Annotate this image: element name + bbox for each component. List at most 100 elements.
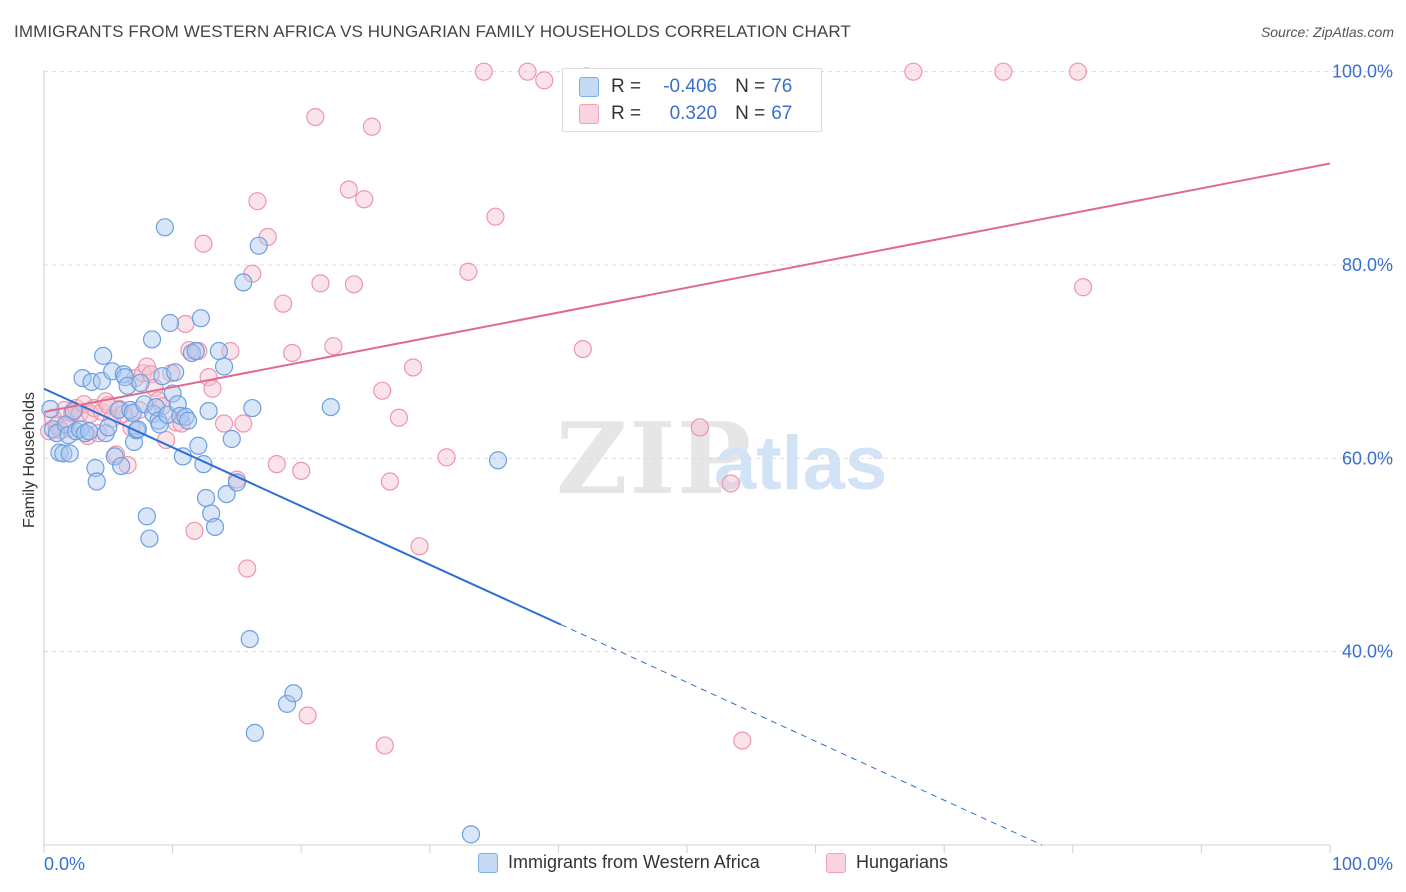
data-point-hungarians bbox=[88, 424, 108, 443]
x-tick-label: 100.0% bbox=[1332, 854, 1393, 874]
data-point-western-africa bbox=[277, 694, 297, 713]
series-swatch-pink bbox=[826, 852, 846, 873]
data-point-hungarians bbox=[176, 314, 195, 334]
data-point-hungarians bbox=[474, 62, 493, 81]
legend-r-label: R = bbox=[611, 76, 642, 97]
data-point-hungarians bbox=[311, 274, 330, 293]
data-point-western-africa bbox=[461, 825, 481, 844]
data-point-western-africa bbox=[105, 447, 124, 466]
data-point-hungarians bbox=[733, 731, 752, 750]
stats-legend: R = -0.406 N = 76 R = 0.320 N = 67 bbox=[562, 68, 822, 132]
data-point-western-africa bbox=[155, 218, 174, 237]
data-point-western-africa bbox=[60, 444, 79, 463]
data-point-hungarians bbox=[194, 234, 213, 253]
data-point-hungarians bbox=[690, 418, 709, 437]
series-legend-item-pink[interactable]: Hungarians bbox=[826, 852, 948, 873]
data-point-hungarians bbox=[518, 62, 537, 81]
data-point-hungarians bbox=[355, 190, 374, 209]
data-point-western-africa bbox=[205, 517, 225, 537]
trend-line-hungarians bbox=[43, 162, 1331, 413]
series-swatch-blue bbox=[478, 852, 498, 873]
data-point-western-africa bbox=[189, 436, 208, 455]
data-point-western-africa bbox=[199, 401, 218, 421]
data-point-western-africa bbox=[54, 444, 73, 463]
legend-row-blue: R = -0.406 N = 76 bbox=[579, 74, 792, 100]
y-tick-label: 80.0% bbox=[1342, 255, 1393, 275]
data-point-western-africa bbox=[86, 458, 105, 478]
data-point-hungarians bbox=[437, 448, 456, 467]
trend-line-western-africa-extension bbox=[560, 624, 1043, 846]
data-point-western-africa bbox=[87, 472, 106, 491]
data-point-western-africa bbox=[163, 384, 182, 403]
data-point-western-africa bbox=[178, 411, 198, 430]
data-point-western-africa bbox=[131, 373, 150, 393]
watermark-zip: ZIP bbox=[556, 402, 754, 517]
data-point-hungarians bbox=[185, 521, 204, 540]
data-point-hungarians bbox=[292, 461, 311, 480]
data-point-western-africa bbox=[249, 236, 268, 255]
trend-line-western-africa bbox=[43, 387, 562, 626]
data-point-hungarians bbox=[283, 343, 302, 363]
series-legend-item-blue[interactable]: Immigrants from Western Africa bbox=[478, 852, 760, 873]
data-point-hungarians bbox=[238, 559, 257, 578]
data-point-western-africa bbox=[94, 346, 113, 365]
data-point-hungarians bbox=[373, 381, 392, 400]
data-point-western-africa bbox=[112, 456, 131, 476]
data-point-hungarians bbox=[459, 262, 478, 281]
data-point-hungarians bbox=[994, 62, 1013, 81]
data-point-western-africa bbox=[234, 273, 253, 292]
data-point-hungarians bbox=[403, 358, 423, 377]
data-point-hungarians bbox=[362, 117, 382, 136]
data-point-western-africa bbox=[217, 485, 236, 504]
data-point-hungarians bbox=[486, 207, 505, 226]
data-point-hungarians bbox=[721, 474, 740, 493]
legend-r-value: -0.406 bbox=[663, 76, 718, 97]
data-point-hungarians bbox=[410, 537, 429, 556]
legend-swatch-blue bbox=[579, 77, 599, 97]
data-point-western-africa bbox=[186, 341, 205, 361]
data-point-hungarians bbox=[1073, 278, 1093, 297]
data-point-hungarians bbox=[380, 472, 400, 491]
legend-swatch-pink bbox=[579, 104, 599, 124]
data-point-hungarians bbox=[267, 455, 286, 474]
series-legend-label: Hungarians bbox=[856, 852, 949, 872]
data-point-western-africa bbox=[214, 357, 234, 376]
data-point-hungarians bbox=[1068, 62, 1088, 81]
data-point-hungarians bbox=[157, 430, 176, 450]
data-point-western-africa bbox=[243, 398, 262, 418]
data-point-western-africa bbox=[321, 398, 340, 417]
data-point-western-africa bbox=[209, 341, 228, 361]
watermark-atlas: atlas bbox=[714, 421, 888, 506]
data-point-hungarians bbox=[339, 180, 358, 199]
legend-r-label: R = bbox=[611, 103, 642, 124]
data-point-western-africa bbox=[196, 488, 216, 508]
data-point-hungarians bbox=[324, 337, 343, 356]
data-point-hungarians bbox=[298, 706, 317, 725]
data-point-hungarians bbox=[535, 71, 554, 90]
data-point-western-africa bbox=[137, 507, 156, 526]
data-point-western-africa bbox=[142, 330, 162, 349]
legend-n-value: 67 bbox=[771, 103, 793, 124]
data-point-western-africa bbox=[140, 529, 159, 548]
data-point-hungarians bbox=[274, 294, 293, 313]
data-point-western-africa bbox=[79, 422, 99, 441]
x-tick-label: 0.0% bbox=[44, 854, 85, 874]
data-point-western-africa bbox=[240, 629, 259, 649]
y-axis-label: Family Households bbox=[21, 391, 38, 529]
data-point-western-africa bbox=[73, 369, 92, 388]
series-legend: Immigrants from Western Africa Hungarian… bbox=[0, 852, 1406, 878]
y-tick-label: 60.0% bbox=[1342, 448, 1393, 468]
data-point-hungarians bbox=[904, 62, 923, 81]
data-point-hungarians bbox=[234, 414, 253, 433]
data-point-hungarians bbox=[214, 414, 234, 433]
data-point-western-africa bbox=[222, 429, 241, 449]
data-point-hungarians bbox=[306, 107, 325, 127]
data-point-hungarians bbox=[573, 340, 592, 359]
data-point-hungarians bbox=[375, 736, 394, 755]
data-point-hungarians bbox=[344, 275, 364, 294]
data-point-western-africa bbox=[488, 451, 508, 470]
series-legend-label: Immigrants from Western Africa bbox=[508, 852, 760, 872]
data-point-western-africa bbox=[284, 684, 303, 703]
legend-r-value: 0.320 bbox=[669, 103, 718, 124]
